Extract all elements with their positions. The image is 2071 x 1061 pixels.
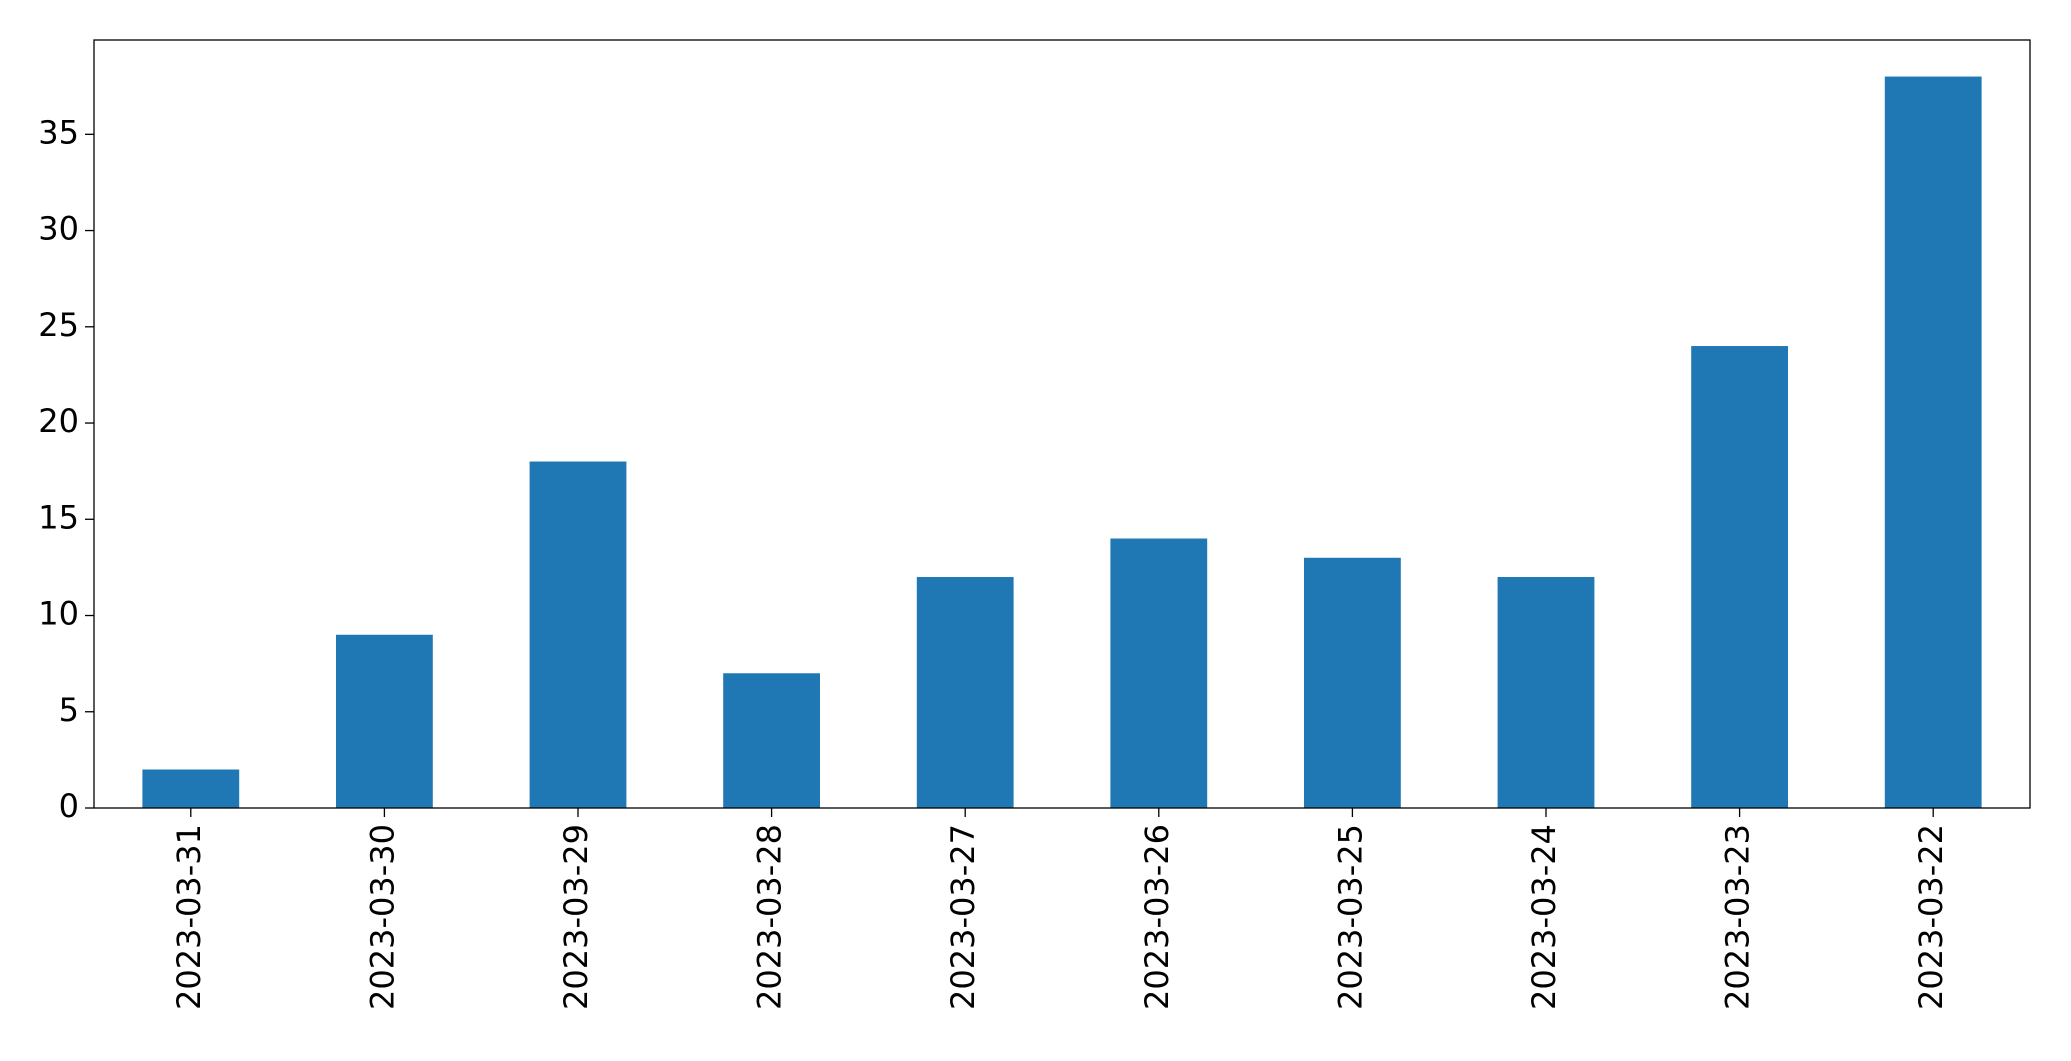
bar [723,673,820,808]
y-tick-label: 30 [38,210,79,248]
y-tick-label: 35 [38,113,79,151]
x-tick-label: 2023-03-31 [170,824,208,1010]
x-tick-label: 2023-03-28 [751,824,789,1010]
bar [142,769,240,808]
bar [1304,557,1401,808]
bar [1497,577,1595,808]
y-tick-label: 5 [59,691,79,729]
y-tick-label: 20 [38,402,79,440]
x-tick-label: 2023-03-26 [1138,824,1176,1010]
bar [336,634,433,808]
x-tick-label: 2023-03-27 [944,824,982,1010]
x-tick-label: 2023-03-24 [1525,824,1563,1010]
y-tick-label: 25 [38,306,79,344]
x-tick-label: 2023-03-23 [1719,824,1757,1010]
y-tick-label: 10 [38,595,79,633]
bar [529,461,627,808]
x-tick-label: 2023-03-30 [363,824,401,1010]
x-tick-label: 2023-03-29 [557,824,595,1010]
bar [1691,346,1788,808]
bar [1884,76,1982,809]
y-tick-label: 0 [59,787,79,825]
y-tick-label: 15 [38,498,79,536]
x-tick-label: 2023-03-22 [1912,824,1950,1010]
bar [1110,538,1208,808]
x-tick-label: 2023-03-25 [1331,824,1369,1010]
bar [916,577,1014,808]
plot-frame [93,39,2031,809]
